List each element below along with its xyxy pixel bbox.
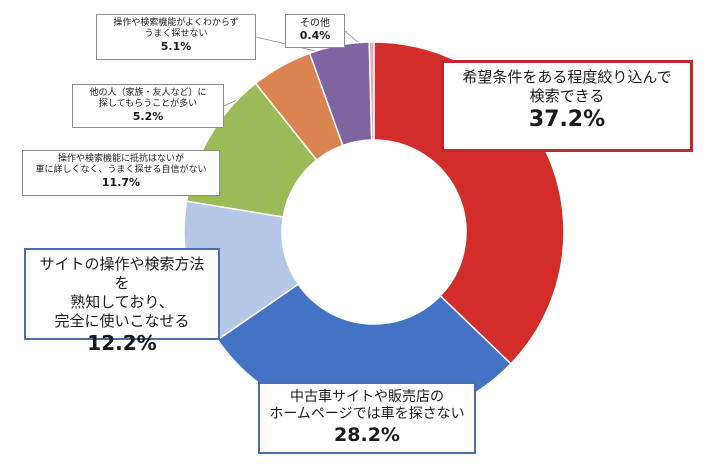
slice-value-6: 0.4% <box>299 29 331 42</box>
slice-label-4: 他の人（家族・友人など）に 探してもらうことが多い <box>89 88 207 109</box>
slice-label-2: サイトの操作や検索方法を 熟知しており、 完全に使いこなせる <box>39 255 205 330</box>
donut-slice-6 <box>368 41 375 141</box>
callout-slice-0: 希望条件をある程度絞り込んで 検索できる 37.2% <box>441 60 693 152</box>
slice-value-5: 5.1% <box>160 40 192 53</box>
slice-value-0: 37.2% <box>528 107 606 132</box>
slice-value-3: 11.7% <box>101 176 141 189</box>
callout-slice-6: その他 0.4% <box>285 14 345 48</box>
callout-slice-4: 他の人（家族・友人など）に 探してもらうことが多い 5.2% <box>72 84 224 128</box>
callout-slice-2: サイトの操作や検索方法を 熟知しており、 完全に使いこなせる 12.2% <box>24 248 220 355</box>
slice-label-1: 中古車サイトや販売店の ホームページでは車を探さない <box>269 389 465 422</box>
slice-value-1: 28.2% <box>334 424 400 446</box>
callout-slice-5: 操作や検索機能がよくわからず うまく探せない 5.1% <box>96 14 256 60</box>
slice-label-5: 操作や検索機能がよくわからず うまく探せない <box>113 18 239 39</box>
slice-label-6: その他 <box>300 18 330 29</box>
slice-value-2: 12.2% <box>87 331 157 355</box>
callout-slice-3: 操作や検索機能に抵抗はないが 車に詳しくなく、うまく探せる自信がない 11.7% <box>22 150 220 196</box>
callout-slice-1: 中古車サイトや販売店の ホームページでは車を探さない 28.2% <box>258 382 476 454</box>
slice-value-4: 5.2% <box>132 110 164 123</box>
slice-label-3: 操作や検索機能に抵抗はないが 車に詳しくなく、うまく探せる自信がない <box>35 154 207 175</box>
slice-label-0: 希望条件をある程度絞り込んで 検索できる <box>462 68 672 105</box>
